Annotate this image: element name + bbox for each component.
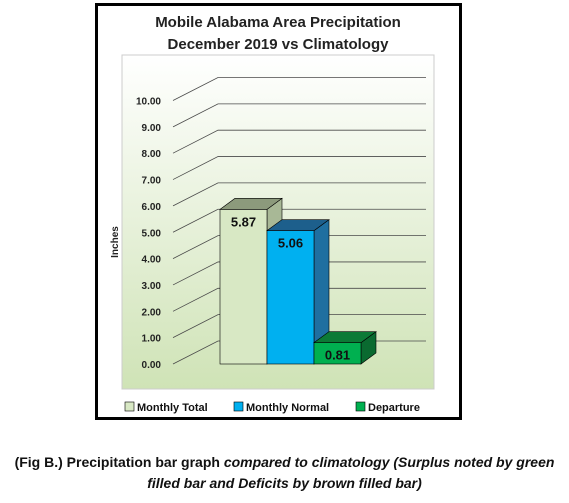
chart-title-line2: December 2019 vs Climatology <box>168 36 390 53</box>
gridline <box>172 77 426 101</box>
bar-front <box>266 230 315 365</box>
bar: 0.81 <box>313 331 377 365</box>
y-tick-label: 4.00 <box>142 255 162 266</box>
figure-caption: (Fig B.) Precipitation bar graph compare… <box>0 452 569 494</box>
bar-chart: Mobile Alabama Area Precipitation Decemb… <box>110 14 435 414</box>
caption-italic: compared to climatology (Surplus noted b… <box>147 454 555 491</box>
legend-swatch <box>124 401 135 412</box>
bar-data-label: 5.87 <box>231 214 256 229</box>
gridline <box>172 208 426 233</box>
y-tick-label: 9.00 <box>142 123 162 134</box>
caption-plain: (Fig B.) Precipitation bar graph <box>14 454 224 470</box>
legend-label: Departure <box>368 402 420 414</box>
chart-title-line1: Mobile Alabama Area Precipitation <box>155 14 401 31</box>
gridline <box>172 156 426 180</box>
legend-label: Monthly Normal <box>246 402 329 414</box>
y-tick-label: 5.00 <box>142 228 162 239</box>
gridline <box>172 261 426 286</box>
y-tick-label: 7.00 <box>142 176 162 187</box>
bars: 5.87 5.06 0.81 <box>219 197 377 365</box>
bar-data-label: 5.06 <box>278 236 303 251</box>
bar-top <box>266 219 330 231</box>
y-tick-label: 8.00 <box>142 149 162 160</box>
gridline <box>172 103 426 128</box>
y-axis-ticks: 0.00 1.00 2.00 3.00 4.00 5.00 6.00 7.00 8.00 9.00… <box>136 97 161 372</box>
legend-swatch <box>355 401 366 412</box>
bar-top <box>313 331 377 343</box>
gridline <box>172 129 426 154</box>
chart-frame: Mobile Alabama Area Precipitation Decemb… <box>95 3 462 420</box>
y-tick-label: 10.00 <box>136 97 161 108</box>
gridline <box>172 287 426 312</box>
gridline <box>172 182 426 207</box>
legend-swatch <box>233 401 244 412</box>
gridline <box>172 314 426 339</box>
legend: Monthly Total Monthly Normal Departure <box>124 401 420 414</box>
y-tick-label: 3.00 <box>142 281 162 292</box>
y-tick-label: 2.00 <box>142 307 162 318</box>
gridline <box>172 235 426 259</box>
bar: 5.06 <box>266 219 330 365</box>
y-axis-label: Inches <box>110 226 121 258</box>
bar-data-label: 0.81 <box>325 348 350 363</box>
bar-top <box>219 198 283 210</box>
y-tick-label: 6.00 <box>142 202 162 213</box>
legend-label: Monthly Total <box>137 402 208 414</box>
y-tick-label: 1.00 <box>142 334 162 345</box>
bar-front <box>219 209 268 365</box>
y-tick-label: 0.00 <box>142 360 162 371</box>
